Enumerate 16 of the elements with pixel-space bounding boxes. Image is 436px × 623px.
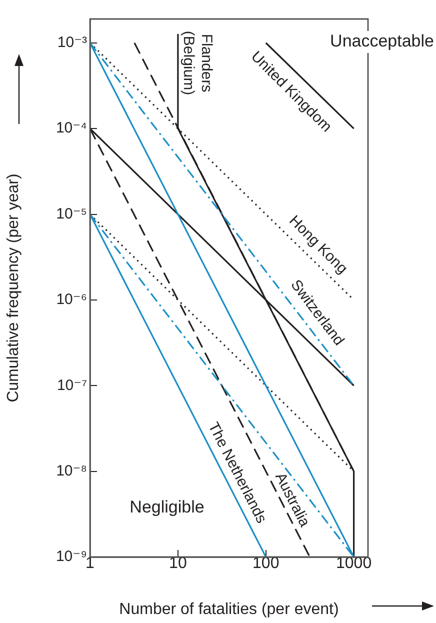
x-tick-label: 1	[86, 555, 95, 572]
y-tick-label: 10⁻⁸	[56, 462, 87, 480]
y-tick-label: 10⁻³	[57, 34, 87, 52]
y-tick-label: 10⁻⁵	[56, 205, 87, 222]
x-axis-title: Number of fatalities (per event)	[119, 600, 339, 618]
y-tick-label: 10⁻⁶	[56, 291, 87, 308]
x-tick-label: 100	[252, 555, 280, 572]
y-tick-label: 10⁻⁹	[56, 548, 87, 566]
annotation: Negligible	[130, 498, 204, 517]
y-tick-label: 10⁻⁷	[56, 376, 87, 394]
x-tick-label: 10	[169, 555, 187, 572]
annotation: Flanders (Belgium)	[180, 30, 215, 96]
x-tick-label: 1000	[336, 555, 372, 572]
annotation: Unacceptable	[330, 32, 434, 51]
y-axis-title: Cumulative frequency (per year)	[5, 174, 22, 402]
y-tick-label: 10⁻⁴	[56, 120, 87, 137]
